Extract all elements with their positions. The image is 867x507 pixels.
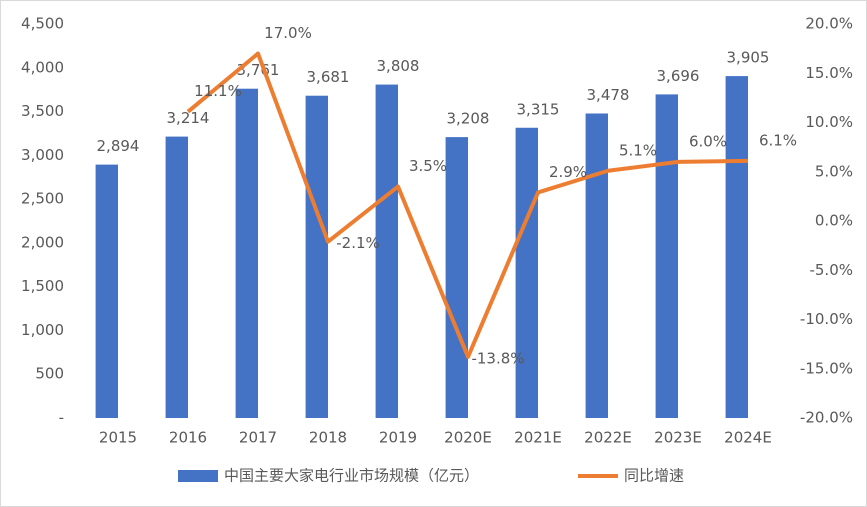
- line-value-label: 6.1%: [759, 131, 797, 149]
- y2-tick-label: 10.0%: [805, 113, 853, 131]
- y-tick-label: -: [59, 409, 64, 427]
- bar-value-label: 3,905: [727, 49, 770, 67]
- bar: [165, 136, 188, 419]
- bar: [305, 95, 328, 418]
- bar-value-label: 3,696: [657, 67, 700, 85]
- bar: [375, 84, 398, 419]
- bar-value-label: 3,478: [587, 86, 630, 104]
- bar: [515, 127, 538, 419]
- x-tick-label: 2021E: [514, 429, 562, 447]
- x-tick-label: 2023E: [654, 429, 702, 447]
- bar: [585, 113, 608, 418]
- y-tick-label: 3,000: [21, 146, 64, 164]
- y-tick-label: 2,000: [21, 233, 64, 251]
- line-value-label: 2.9%: [549, 163, 587, 181]
- bar-value-label: 3,761: [237, 61, 280, 79]
- x-tick-label: 2024E: [724, 429, 772, 447]
- legend-swatch: [178, 470, 218, 482]
- line-value-label: 11.1%: [194, 82, 242, 100]
- legend-label: 中国主要大家电行业市场规模（亿元）: [224, 467, 479, 485]
- x-tick-label: 2022E: [584, 429, 632, 447]
- y2-tick-label: -10.0%: [800, 310, 853, 328]
- x-tick-label: 2016: [169, 429, 207, 447]
- bar-value-label: 3,681: [307, 68, 350, 86]
- line-value-label: -2.1%: [336, 234, 380, 252]
- bar-value-label: 3,208: [447, 110, 490, 128]
- x-tick-label: 2018: [309, 429, 347, 447]
- bar-value-label: 3,214: [167, 109, 210, 127]
- y2-tick-label: -15.0%: [800, 359, 853, 377]
- legend-label: 同比增速: [624, 467, 684, 485]
- bar-value-label: 3,808: [377, 57, 420, 75]
- y-tick-label: 500: [35, 365, 64, 383]
- y-tick-label: 1,000: [21, 321, 64, 339]
- x-tick-label: 2019: [379, 429, 417, 447]
- y-tick-label: 1,500: [21, 277, 64, 295]
- y-tick-label: 3,500: [21, 102, 64, 120]
- y2-tick-label: 15.0%: [805, 64, 853, 82]
- x-tick-label: 2017: [239, 429, 277, 447]
- line-value-label: -13.8%: [471, 349, 524, 367]
- line-value-label: 6.0%: [689, 132, 727, 150]
- y2-tick-label: -20.0%: [800, 409, 853, 427]
- x-tick-label: 2015: [99, 429, 137, 447]
- y2-tick-label: 20.0%: [805, 15, 853, 33]
- line-value-label: 3.5%: [409, 157, 447, 175]
- y-tick-label: 2,500: [21, 190, 64, 208]
- line-value-label: 17.0%: [264, 24, 312, 42]
- bar-value-label: 3,315: [517, 100, 560, 118]
- bar: [655, 94, 678, 419]
- bar: [95, 164, 118, 418]
- line-value-label: 5.1%: [619, 141, 657, 159]
- bar-value-label: 2,894: [97, 137, 140, 155]
- y2-tick-label: 0.0%: [815, 212, 853, 230]
- bar: [445, 137, 468, 419]
- y2-tick-label: 5.0%: [815, 162, 853, 180]
- line: [186, 51, 749, 359]
- y-tick-label: 4,000: [21, 58, 64, 76]
- bar: [235, 88, 258, 418]
- x-tick-label: 2020E: [444, 429, 492, 447]
- y2-tick-label: -5.0%: [809, 261, 853, 279]
- bar: [725, 76, 748, 419]
- y-tick-label: 4,500: [21, 15, 64, 33]
